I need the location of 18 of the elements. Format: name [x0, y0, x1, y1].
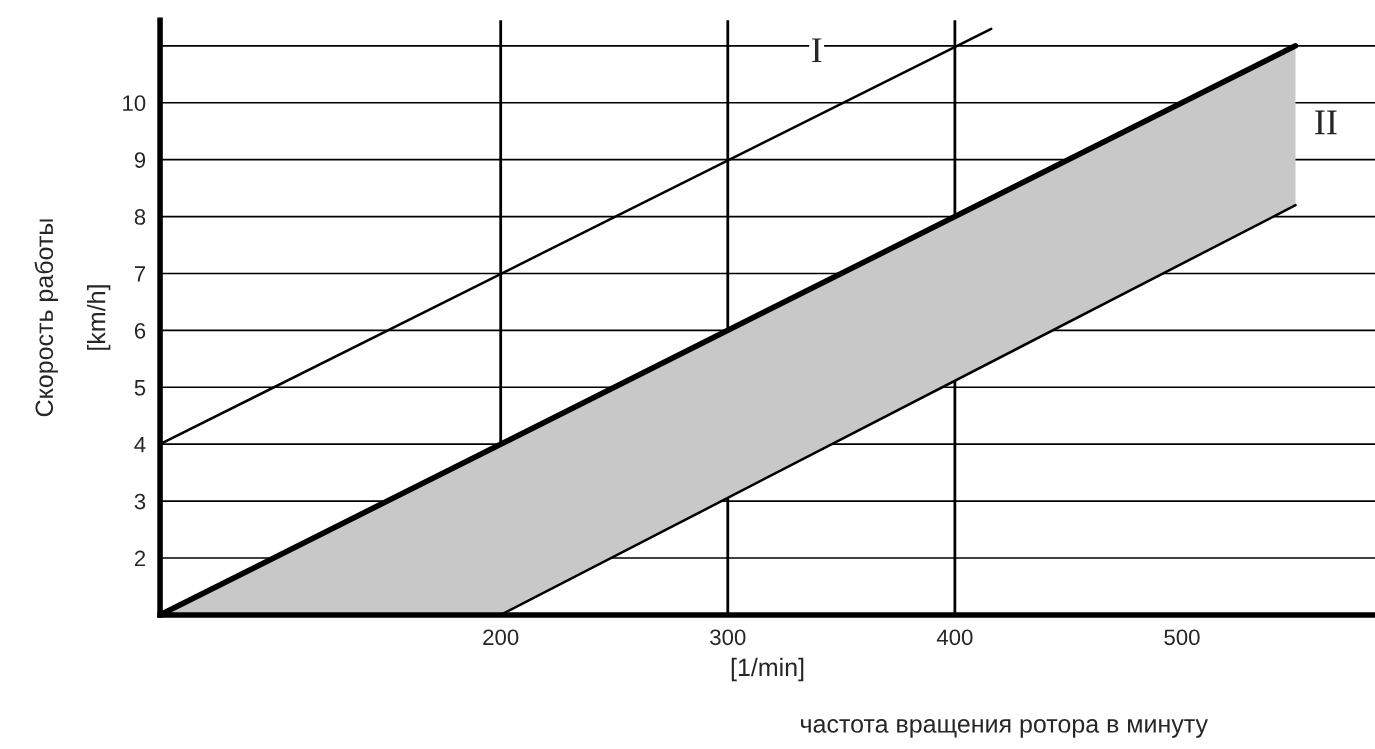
y-tick-label: 3: [134, 493, 146, 510]
y-axis-title: Скорость работы [km/h]: [34, 219, 111, 417]
y-tick-label: 10: [123, 95, 146, 112]
y-tick-label: 2: [134, 550, 146, 567]
x-axis-title: [1/min]: [731, 657, 804, 682]
x-tick-label: 400: [936, 629, 973, 646]
x-tick-label: 200: [483, 629, 519, 646]
series-label: I: [811, 38, 822, 63]
y-tick-label: 5: [134, 380, 146, 396]
y-tick-label: 8: [134, 209, 146, 225]
series-label: II: [1315, 110, 1337, 135]
y-tick-label: 4: [134, 436, 146, 453]
y-tick-label: 9: [134, 152, 146, 168]
y-tick-label: 6: [134, 322, 146, 339]
y-tick-label: 7: [134, 266, 146, 282]
x-tick-label: 500: [1164, 629, 1200, 646]
text: частота вращения ротора в минуту: [801, 719, 1208, 738]
x-tick-label: 300: [710, 629, 746, 646]
